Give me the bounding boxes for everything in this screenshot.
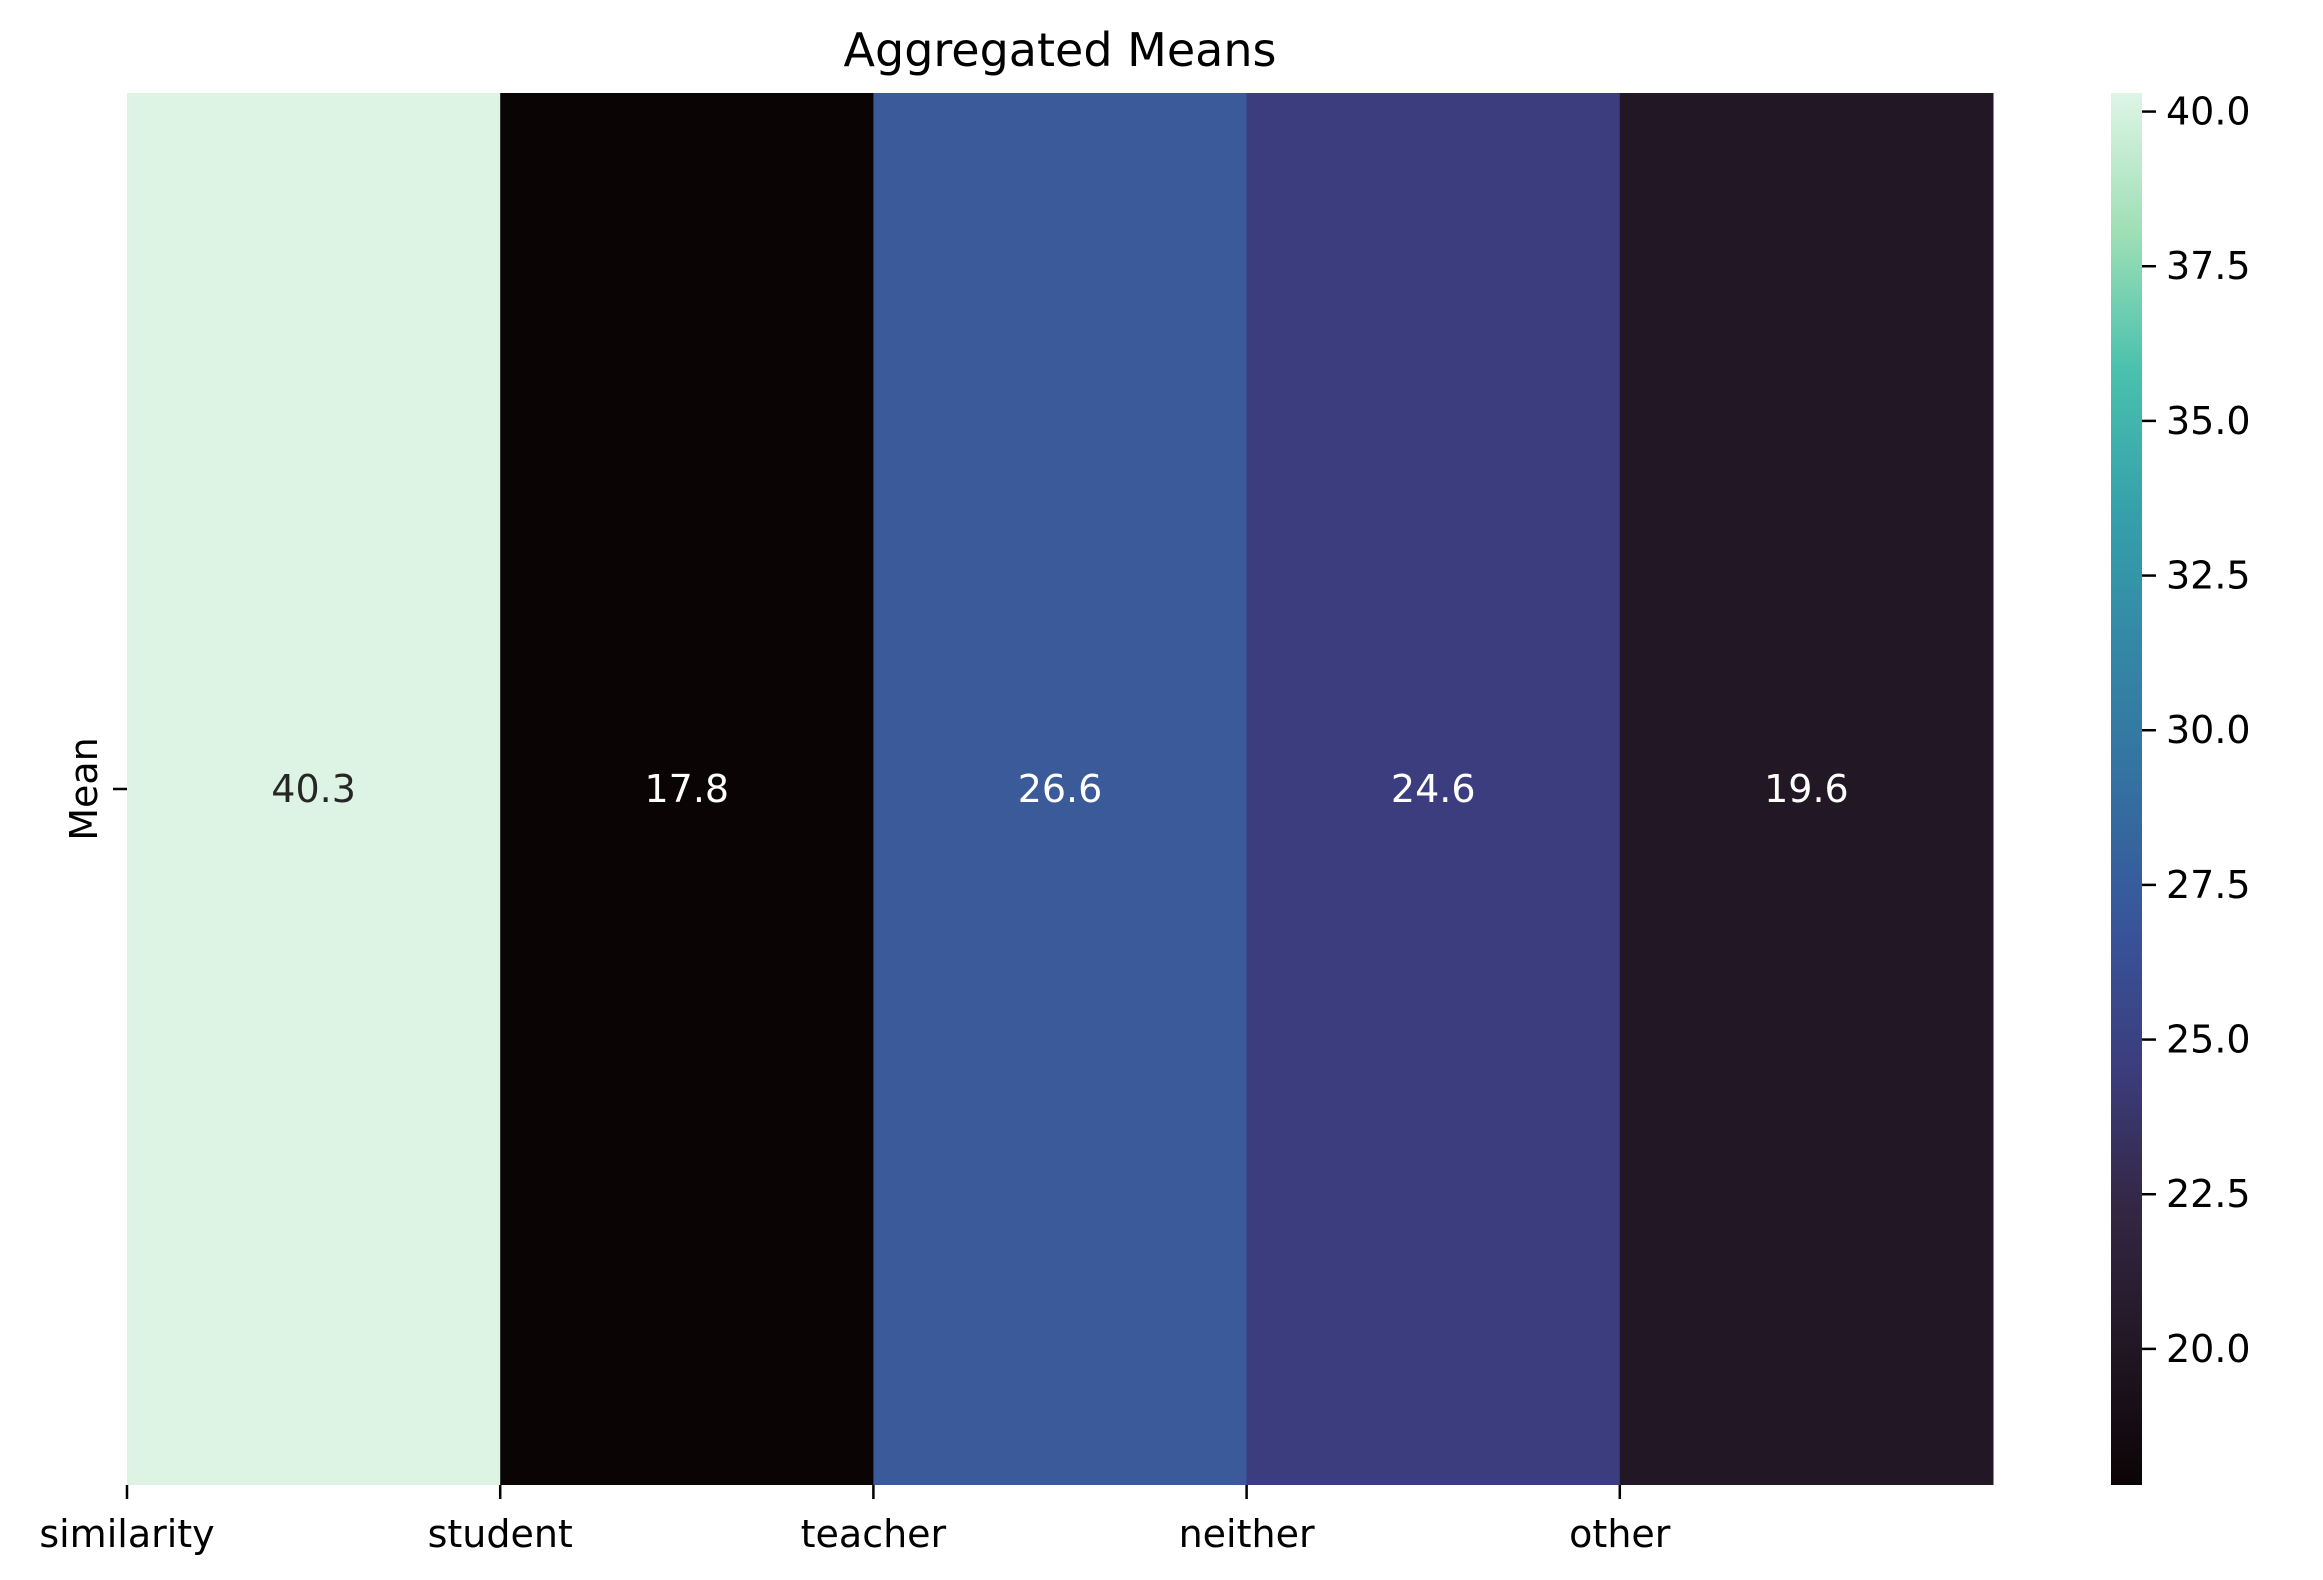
y-tick-label: Mean: [62, 737, 106, 841]
x-tick-label: student: [428, 1512, 573, 1556]
colorbar-tick-label: 32.5: [2166, 554, 2251, 598]
colorbar-tick-label: 25.0: [2166, 1018, 2251, 1062]
cell-value-label: 40.3: [271, 767, 356, 811]
colorbar-tick-label: 35.0: [2166, 399, 2251, 443]
colorbar-tick-label: 40.0: [2166, 90, 2251, 134]
colorbar-gradient: [2111, 93, 2142, 1485]
x-axis: similarity student teacher neither other: [39, 1485, 1671, 1556]
heatmap-cell-student: [500, 93, 874, 1485]
cell-value-label: 26.6: [1018, 767, 1103, 811]
heatmap-cell-similarity: [127, 93, 501, 1485]
heatmap-cell-other: [1619, 93, 1994, 1485]
cell-value-label: 24.6: [1391, 767, 1476, 811]
chart-title: Aggregated Means: [844, 23, 1277, 77]
cell-value-label: 17.8: [644, 767, 729, 811]
colorbar-tick-label: 30.0: [2166, 708, 2251, 752]
x-tick-label: other: [1569, 1512, 1671, 1556]
cell-value-label: 19.6: [1764, 767, 1849, 811]
colorbar-tick-label: 27.5: [2166, 863, 2251, 907]
x-tick-label: teacher: [801, 1512, 947, 1556]
heatmap-cells: 40.3 17.8 26.6 24.6 19.6: [127, 93, 1994, 1485]
x-tick-label: similarity: [39, 1512, 214, 1556]
heatmap-cell-neither: [1246, 93, 1621, 1485]
colorbar-tick-label: 37.5: [2166, 244, 2251, 288]
colorbar-tick-label: 22.5: [2166, 1172, 2251, 1216]
colorbar: 20.0 22.5 25.0 27.5 30.0 32.5 35.0 37.5 40.0: [2111, 90, 2251, 1485]
colorbar-tick-label: 20.0: [2166, 1327, 2251, 1371]
x-tick-label: neither: [1179, 1512, 1315, 1556]
y-axis: Mean: [62, 737, 127, 841]
heatmap-cell-teacher: [873, 93, 1248, 1485]
